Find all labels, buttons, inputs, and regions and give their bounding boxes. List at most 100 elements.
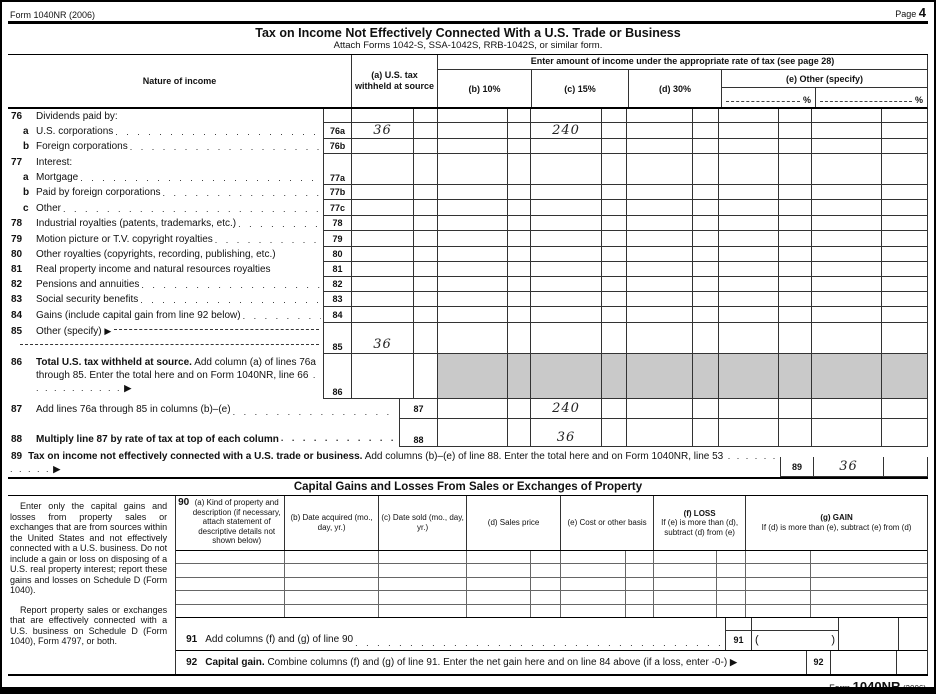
amount-cell-a[interactable]: [351, 307, 413, 322]
cents-cell[interactable]: [692, 307, 718, 322]
amount-cell-e2[interactable]: [811, 323, 881, 353]
kind-cell[interactable]: [176, 578, 284, 590]
cents-cell[interactable]: [778, 139, 811, 153]
amount-cell-e1[interactable]: [718, 185, 778, 199]
amount-cell-a[interactable]: [351, 231, 413, 246]
cents-cell[interactable]: [778, 262, 811, 276]
cents-cell[interactable]: [601, 109, 626, 122]
cents-cell[interactable]: [625, 577, 653, 591]
cents-cell[interactable]: [692, 247, 718, 261]
cents-cell[interactable]: [507, 231, 530, 246]
cents-cell[interactable]: [881, 154, 927, 184]
amount-cell-c[interactable]: [530, 277, 601, 291]
cents-cell[interactable]: [625, 604, 653, 618]
amount-cell-a[interactable]: [351, 292, 413, 306]
cents-cell[interactable]: [881, 419, 927, 446]
amount-cell-d[interactable]: [626, 277, 692, 291]
amount-cell-e1[interactable]: [718, 200, 778, 215]
date-sold-cell[interactable]: [378, 591, 466, 604]
date-sold-cell[interactable]: [378, 564, 466, 577]
amount-cell-d[interactable]: [626, 185, 692, 199]
sales-price-cell[interactable]: [466, 591, 530, 604]
amount-cell-d[interactable]: [626, 292, 692, 306]
amount-cell-e2[interactable]: [811, 247, 881, 261]
amount-cell-b[interactable]: [437, 292, 507, 306]
amount-cell-d[interactable]: [626, 307, 692, 322]
date-acquired-cell[interactable]: [284, 564, 378, 577]
cents-cell[interactable]: [507, 292, 530, 306]
cents-cell[interactable]: [413, 185, 437, 199]
amount-cell-c[interactable]: [530, 185, 601, 199]
amount-cell-e1[interactable]: [718, 262, 778, 276]
cents-cell[interactable]: [507, 139, 530, 153]
sales-price-cell[interactable]: [466, 577, 530, 591]
cents-cell[interactable]: [778, 419, 811, 446]
cents-cell[interactable]: [601, 307, 626, 322]
cents-cell[interactable]: [716, 550, 745, 564]
amount-cell-b[interactable]: [437, 139, 507, 153]
amount-cell-b[interactable]: [437, 247, 507, 261]
cents-cell[interactable]: [692, 185, 718, 199]
specify-line[interactable]: [114, 329, 319, 330]
amount-cell-d[interactable]: [626, 399, 692, 418]
amount-cell-d[interactable]: [626, 247, 692, 261]
cents-cell[interactable]: [601, 399, 626, 418]
loss-cell[interactable]: [653, 604, 716, 618]
loss-total-cell[interactable]: (): [751, 629, 838, 650]
cents-cell[interactable]: [507, 307, 530, 322]
cents-cell[interactable]: [716, 591, 745, 604]
cents-cell[interactable]: [778, 185, 811, 199]
cents-cell[interactable]: [716, 564, 745, 577]
loss-cell[interactable]: [653, 591, 716, 604]
kind-cell[interactable]: [176, 591, 284, 603]
cents-cell[interactable]: [413, 231, 437, 246]
cents-cell[interactable]: [507, 154, 530, 184]
cents-cell[interactable]: [778, 154, 811, 184]
amount-cell-a[interactable]: [351, 154, 413, 184]
amount-cell-e2[interactable]: [811, 419, 881, 446]
cents-cell[interactable]: [625, 550, 653, 564]
cost-basis-cell[interactable]: [560, 577, 625, 591]
amount-cell-a[interactable]: [351, 139, 413, 153]
cents-cell[interactable]: [601, 292, 626, 306]
cents-cell[interactable]: [413, 139, 437, 153]
amount-cell-a[interactable]: [351, 262, 413, 276]
cents-cell[interactable]: [778, 231, 811, 246]
amount-cell-e2[interactable]: [811, 399, 881, 418]
amount-cell-b[interactable]: [437, 307, 507, 322]
cents-cell[interactable]: [810, 577, 927, 591]
amount-cell-c[interactable]: [530, 109, 601, 122]
cents-cell[interactable]: [778, 247, 811, 261]
amount-cell-a[interactable]: [351, 247, 413, 261]
amount-cell-total-tax[interactable]: 36: [813, 457, 883, 476]
sales-price-cell[interactable]: [466, 604, 530, 618]
cents-cell[interactable]: [778, 292, 811, 306]
sales-price-cell[interactable]: [466, 550, 530, 564]
date-acquired-cell[interactable]: [284, 577, 378, 591]
kind-cell[interactable]: [176, 564, 284, 576]
cents-cell[interactable]: [692, 216, 718, 230]
capital-gain-cell[interactable]: [830, 650, 896, 674]
cents-cell[interactable]: [413, 123, 437, 138]
cents-cell[interactable]: [881, 216, 927, 230]
amount-cell-d[interactable]: [626, 231, 692, 246]
amount-cell-d[interactable]: [626, 262, 692, 276]
loss-cell[interactable]: [653, 564, 716, 577]
cents-cell[interactable]: [692, 200, 718, 215]
amount-cell-d[interactable]: [626, 323, 692, 353]
cents-cell[interactable]: [810, 591, 927, 604]
gain-cell[interactable]: [745, 564, 810, 577]
amount-cell-c[interactable]: 240: [530, 123, 601, 138]
cents-cell[interactable]: [692, 419, 718, 446]
cents-cell[interactable]: [778, 399, 811, 418]
cents-cell[interactable]: [601, 123, 626, 138]
cents-cell[interactable]: [601, 216, 626, 230]
cents-cell[interactable]: [778, 323, 811, 353]
sales-price-cell[interactable]: [466, 564, 530, 577]
amount-cell-a[interactable]: [351, 216, 413, 230]
amount-cell-b[interactable]: [437, 231, 507, 246]
cents-cell[interactable]: [778, 123, 811, 138]
cents-cell[interactable]: [881, 262, 927, 276]
amount-cell-b[interactable]: [437, 123, 507, 138]
cents-cell[interactable]: [881, 139, 927, 153]
